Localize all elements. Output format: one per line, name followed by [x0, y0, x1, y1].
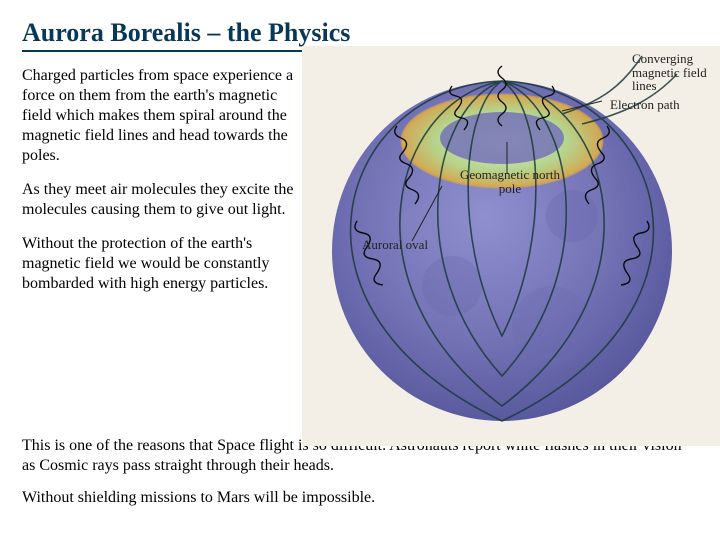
label-electron-path: Electron path: [610, 98, 680, 112]
label-converging: Converging magnetic field lines: [632, 52, 720, 93]
paragraph-2: As they meet air molecules they excite t…: [22, 180, 302, 220]
label-auroral-oval: Auroral oval: [362, 238, 428, 252]
label-north-pole: Geomagnetic north pole: [460, 168, 560, 195]
content-row: Charged particles from space experience …: [22, 66, 698, 436]
bottom-text: This is one of the reasons that Space fl…: [22, 436, 698, 508]
paragraph-3: Without the protection of the earth's ma…: [22, 234, 302, 294]
earth-diagram: Converging magnetic field lines Electron…: [312, 66, 698, 436]
paragraph-1: Charged particles from space experience …: [22, 66, 302, 166]
text-column: Charged particles from space experience …: [22, 66, 302, 308]
paragraph-5: Without shielding missions to Mars will …: [22, 488, 698, 508]
